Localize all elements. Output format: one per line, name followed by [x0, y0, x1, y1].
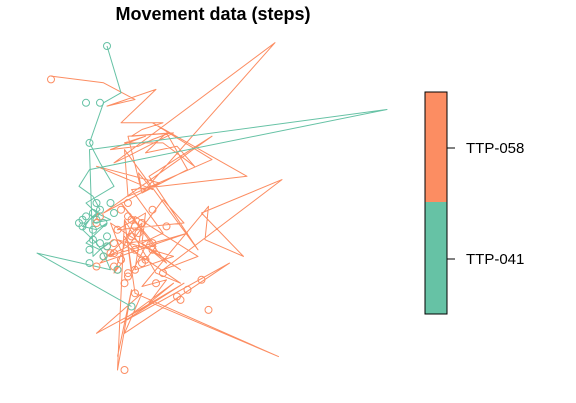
data-point-ttp-058: [204, 305, 213, 314]
data-point-ttp-041: [85, 138, 94, 147]
data-point-ttp-058: [110, 239, 118, 248]
chart-title: Movement data (steps): [115, 4, 310, 24]
data-point-ttp-041: [103, 242, 111, 251]
data-point-ttp-058: [113, 225, 122, 234]
data-point-ttp-041: [92, 215, 101, 224]
data-point-ttp-041: [106, 199, 115, 207]
data-point-ttp-058: [127, 232, 136, 241]
data-point-ttp-058: [106, 249, 115, 258]
data-point-ttp-058: [141, 255, 150, 264]
data-point-ttp-058: [120, 279, 129, 288]
data-point-ttp-058: [124, 272, 132, 281]
data-point-ttp-058: [131, 222, 139, 231]
data-point-ttp-058: [110, 249, 118, 258]
data-point-ttp-058: [120, 366, 129, 374]
plot-markers: [47, 42, 213, 374]
series-line-ttp-041: [36, 45, 388, 307]
data-point-ttp-058: [162, 222, 171, 231]
data-point-ttp-058: [92, 262, 101, 271]
data-point-ttp-058: [117, 255, 125, 264]
data-point-ttp-058: [183, 285, 192, 294]
colorbar-swatch-ttp-058: [425, 92, 447, 202]
data-point-ttp-041: [92, 199, 101, 207]
data-point-ttp-058: [134, 229, 143, 238]
data-point-ttp-058: [131, 289, 139, 298]
data-point-ttp-058: [148, 239, 157, 248]
colorbar-frame: [424, 91, 448, 315]
data-point-ttp-041: [89, 225, 97, 234]
legend-label-ttp-058: TTP-058: [466, 140, 524, 157]
data-point-ttp-058: [127, 215, 136, 224]
data-point-ttp-041: [89, 235, 97, 244]
data-point-ttp-058: [148, 205, 157, 214]
data-point-ttp-041: [113, 265, 122, 274]
data-point-ttp-041: [96, 98, 104, 107]
data-point-ttp-041: [85, 245, 94, 254]
data-point-ttp-041: [99, 219, 108, 227]
data-point-ttp-058: [197, 275, 206, 284]
data-point-ttp-041: [89, 209, 97, 217]
data-point-ttp-041: [96, 205, 104, 214]
data-point-ttp-058: [131, 245, 139, 254]
data-point-ttp-058: [117, 205, 125, 214]
data-point-ttp-058: [124, 269, 132, 278]
data-point-ttp-058: [124, 199, 132, 207]
data-point-ttp-041: [127, 302, 136, 311]
data-point-ttp-041: [96, 239, 104, 248]
data-point-ttp-058: [176, 295, 185, 304]
data-point-ttp-041: [110, 209, 118, 217]
colorbar-legend: TTP-058 TTP-041: [424, 91, 524, 315]
data-point-ttp-058: [47, 75, 55, 84]
series-line-ttp-058: [50, 42, 283, 371]
colorbar-swatch-ttp-041: [425, 202, 447, 314]
legend-label-ttp-041: TTP-041: [466, 251, 524, 268]
data-point-ttp-041: [99, 252, 108, 261]
data-point-ttp-041: [103, 232, 111, 241]
data-point-ttp-058: [131, 265, 139, 274]
data-point-ttp-041: [103, 42, 111, 50]
data-point-ttp-041: [85, 259, 94, 268]
data-point-ttp-058: [138, 219, 146, 227]
data-point-ttp-041: [82, 98, 90, 107]
data-point-ttp-058: [159, 269, 167, 278]
plot-lines: [36, 42, 388, 371]
data-point-ttp-058: [152, 279, 160, 288]
data-point-ttp-041: [78, 215, 87, 224]
